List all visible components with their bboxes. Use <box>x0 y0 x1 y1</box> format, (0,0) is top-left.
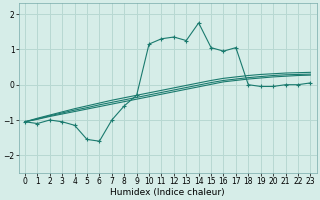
X-axis label: Humidex (Indice chaleur): Humidex (Indice chaleur) <box>110 188 225 197</box>
